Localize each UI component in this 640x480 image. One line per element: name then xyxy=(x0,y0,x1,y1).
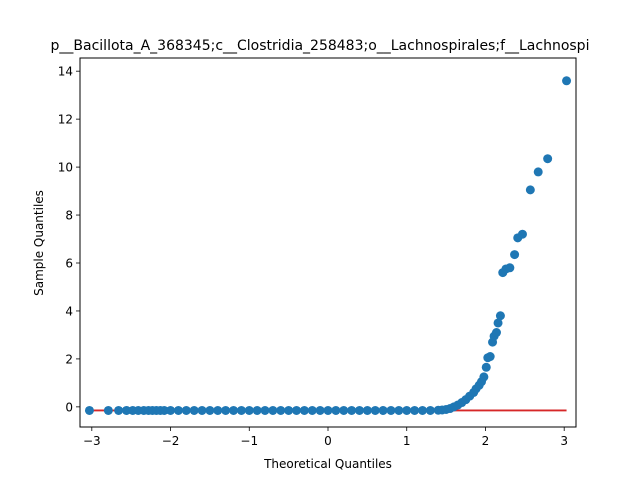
data-point xyxy=(331,405,341,415)
x-tick-label: −1 xyxy=(240,434,258,448)
data-point xyxy=(236,405,246,415)
x-axis-label: Theoretical Quantiles xyxy=(263,457,392,471)
data-point xyxy=(315,405,325,415)
y-tick-label: 10 xyxy=(58,161,73,175)
data-point xyxy=(197,405,207,415)
x-tick-label: 3 xyxy=(560,434,568,448)
data-point xyxy=(121,405,131,415)
data-point xyxy=(166,405,176,415)
data-point xyxy=(479,372,489,382)
data-point xyxy=(410,405,420,415)
data-point xyxy=(485,352,495,362)
data-point xyxy=(493,318,503,328)
data-point xyxy=(562,76,572,86)
data-point xyxy=(402,405,412,415)
data-point xyxy=(378,405,388,415)
data-point xyxy=(84,405,94,415)
x-tick-label: −3 xyxy=(83,434,101,448)
data-point xyxy=(491,328,501,338)
data-point xyxy=(417,405,427,415)
data-point xyxy=(370,405,380,415)
data-point xyxy=(533,167,543,177)
data-point xyxy=(425,405,435,415)
data-point xyxy=(103,405,113,415)
x-tick-label: 1 xyxy=(403,434,411,448)
y-tick-label: 0 xyxy=(65,400,73,414)
data-point xyxy=(339,405,349,415)
data-point xyxy=(543,154,553,164)
data-point xyxy=(229,405,239,415)
data-points xyxy=(84,76,572,415)
data-point xyxy=(510,250,520,260)
data-point xyxy=(323,405,333,415)
data-point xyxy=(386,405,396,415)
y-tick-label: 14 xyxy=(58,65,73,79)
chart-title: p__Bacillota_A_368345;c__Clostridia_2584… xyxy=(51,38,590,54)
y-tick-label: 2 xyxy=(65,352,73,366)
data-point xyxy=(189,405,199,415)
data-point xyxy=(307,405,317,415)
data-point xyxy=(362,405,372,415)
data-point xyxy=(252,405,262,415)
data-point xyxy=(181,405,191,415)
data-point xyxy=(299,405,309,415)
data-point xyxy=(260,405,270,415)
x-tick-label: 0 xyxy=(324,434,332,448)
data-point xyxy=(495,311,505,321)
data-point xyxy=(276,405,286,415)
data-point xyxy=(347,405,357,415)
data-point xyxy=(284,405,294,415)
data-point xyxy=(292,405,302,415)
data-point xyxy=(213,405,223,415)
data-point xyxy=(159,405,169,415)
data-point xyxy=(517,229,527,239)
data-point xyxy=(244,405,254,415)
data-point xyxy=(268,405,278,415)
y-axis-label: Sample Quantiles xyxy=(32,190,46,296)
y-tick-label: 8 xyxy=(65,209,73,223)
data-point xyxy=(525,185,535,195)
x-tick-label: −2 xyxy=(162,434,180,448)
y-tick-label: 6 xyxy=(65,257,73,271)
data-point xyxy=(394,405,404,415)
x-tick-label: 2 xyxy=(482,434,490,448)
data-point xyxy=(505,263,515,273)
data-point xyxy=(481,362,491,372)
y-tick-label: 12 xyxy=(58,113,73,127)
data-point xyxy=(173,405,183,415)
data-point xyxy=(114,405,124,415)
data-point xyxy=(205,405,215,415)
data-point xyxy=(221,405,231,415)
data-point xyxy=(354,405,364,415)
y-tick-label: 4 xyxy=(65,304,73,318)
plot-area-frame xyxy=(79,57,577,428)
